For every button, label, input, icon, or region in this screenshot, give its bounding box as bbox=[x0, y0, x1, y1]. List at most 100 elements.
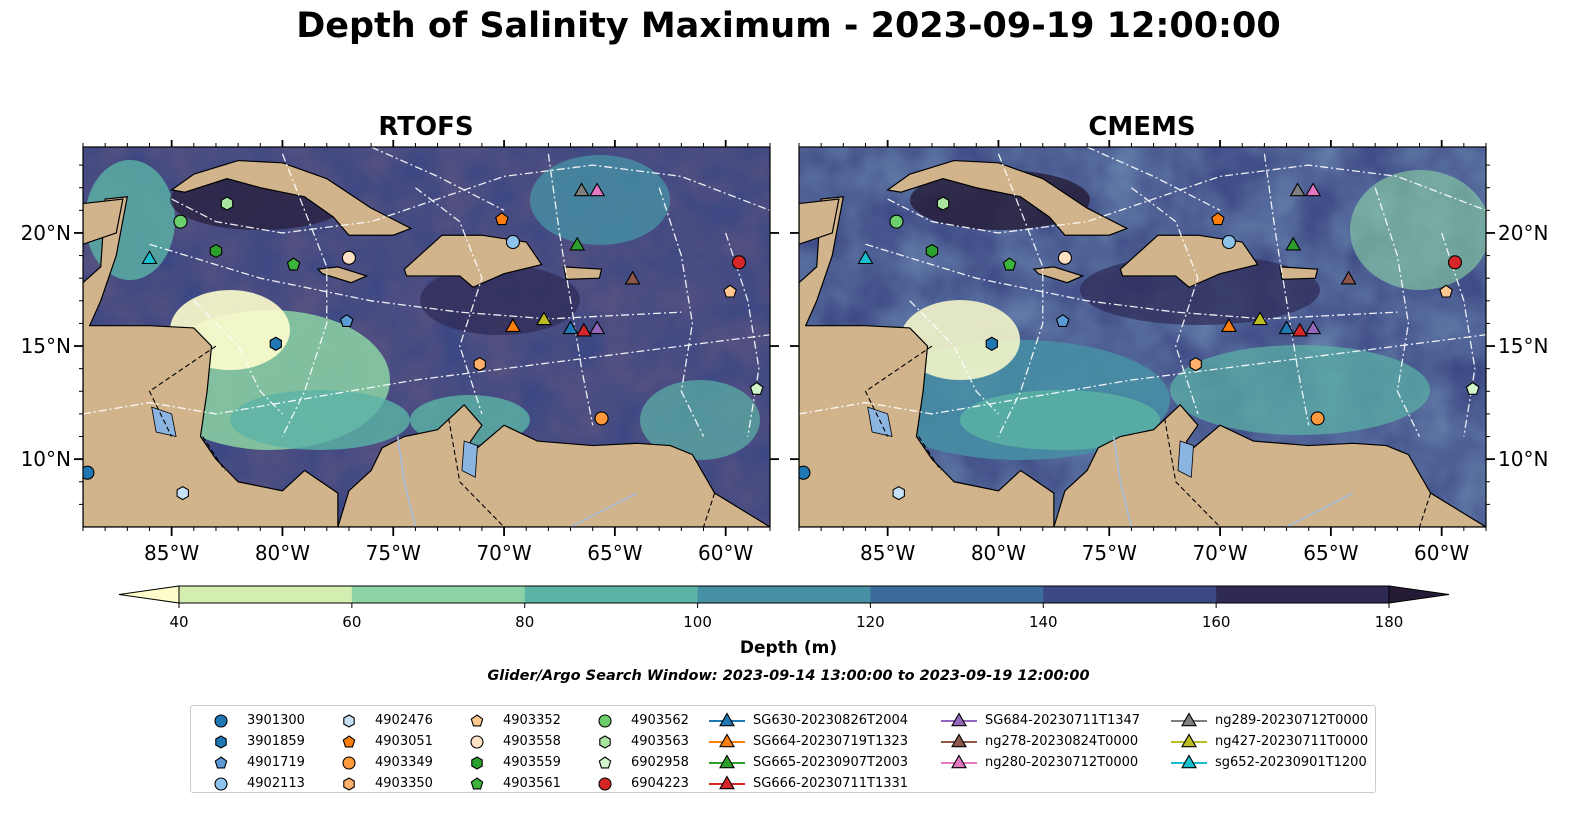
platform-markers bbox=[83, 182, 764, 501]
legend-label: 4902476 bbox=[375, 713, 433, 728]
platform-marker bbox=[799, 465, 811, 480]
platform-marker bbox=[173, 214, 188, 229]
map-cmems bbox=[799, 147, 1486, 527]
legend-marker-triangle-icon bbox=[1171, 712, 1207, 727]
legend-marker-hexagon-icon bbox=[215, 735, 227, 749]
land bbox=[799, 159, 1486, 527]
platform-marker bbox=[925, 243, 939, 259]
platform-marker bbox=[1211, 212, 1225, 226]
legend-marker-triangle-icon bbox=[1171, 754, 1207, 769]
shallow-zones bbox=[870, 170, 1486, 460]
lon-tick-label: 85°W bbox=[144, 541, 199, 565]
platform-marker bbox=[936, 196, 950, 211]
platform-marker bbox=[1305, 182, 1322, 197]
colorbar-tick-label: 40 bbox=[169, 613, 188, 631]
platform-marker bbox=[473, 356, 486, 372]
platform-marker bbox=[495, 212, 509, 226]
axis-ticks: 85°W 80°W 75°W 70°W 65°W 60°W 20°N 15°N 10°N 85°W… bbox=[21, 140, 1548, 565]
lon-tick-label: 70°W bbox=[476, 541, 531, 565]
legend-marker-triangle-icon bbox=[941, 712, 977, 727]
legend-label: 4903558 bbox=[503, 734, 561, 749]
platform-marker bbox=[892, 485, 905, 501]
lon-tick-label: 75°W bbox=[366, 541, 421, 565]
legend-label: 3901300 bbox=[247, 713, 305, 728]
colorbar-bin bbox=[351, 586, 526, 603]
platform-marker bbox=[1439, 284, 1453, 298]
legend-label: SG684-20230711T1347 bbox=[985, 713, 1141, 728]
platform-marker bbox=[1002, 257, 1017, 271]
platform-marker bbox=[573, 182, 590, 197]
lat-tick-label: 10°N bbox=[1498, 447, 1548, 471]
legend-marker-circle-icon bbox=[342, 756, 356, 770]
legend-marker-pentagon-icon bbox=[214, 756, 228, 769]
legend-marker-circle-icon bbox=[214, 714, 228, 728]
legend-label: 6904223 bbox=[631, 776, 689, 791]
platform-marker bbox=[1310, 411, 1325, 426]
legend-label: ng280-20230712T0000 bbox=[985, 755, 1139, 770]
platform-marker bbox=[505, 234, 520, 250]
platform-marker bbox=[341, 250, 356, 265]
lon-tick-label: 65°W bbox=[1303, 541, 1358, 565]
legend-label: 4902113 bbox=[247, 776, 305, 791]
platform-marker bbox=[985, 336, 998, 351]
platform-marker bbox=[575, 322, 592, 337]
colorbar-tick-label: 80 bbox=[515, 613, 534, 631]
legend-label: 4903352 bbox=[503, 713, 561, 728]
lon-tick-label: 80°W bbox=[255, 541, 310, 565]
platform-marker bbox=[857, 250, 874, 265]
colorbar-bin bbox=[179, 586, 353, 603]
platform-marker bbox=[1189, 356, 1202, 372]
platform-marker bbox=[1285, 236, 1302, 251]
colorbar-extend-high bbox=[1388, 585, 1450, 604]
platform-marker bbox=[1289, 182, 1306, 197]
land bbox=[83, 159, 770, 527]
platform-marker bbox=[731, 255, 747, 270]
legend-marker-triangle-icon bbox=[709, 733, 745, 748]
colorbar-tick-label: 100 bbox=[683, 613, 712, 631]
platform-marker bbox=[723, 284, 737, 298]
colorbar-bin bbox=[1216, 586, 1390, 603]
platform-marker bbox=[749, 381, 764, 395]
colorbar-bin bbox=[870, 586, 1044, 603]
platform-marker bbox=[1465, 381, 1480, 395]
legend-label: ng278-20230824T0000 bbox=[985, 734, 1139, 749]
lon-tick-label: 65°W bbox=[587, 541, 642, 565]
lat-tick-label: 20°N bbox=[1498, 221, 1548, 245]
platform-marker bbox=[1305, 320, 1322, 335]
legend-label: 6902958 bbox=[631, 755, 689, 770]
platform-marker bbox=[141, 250, 158, 265]
legend-marker-hexagon-icon bbox=[343, 777, 355, 791]
legend-label: SG666-20230711T1331 bbox=[753, 776, 909, 791]
platform-marker bbox=[176, 485, 189, 501]
colorbar: 40 60 80 100 120 140 160 180 bbox=[118, 585, 1450, 631]
lon-tick-label: 70°W bbox=[1192, 541, 1247, 565]
legend-label: 4903051 bbox=[375, 734, 433, 749]
platform-marker bbox=[220, 196, 234, 211]
legend-label: ng427-20230711T0000 bbox=[1215, 734, 1369, 749]
legend-label: SG665-20230907T2003 bbox=[753, 755, 909, 770]
figure-title: Depth of Salinity Maximum - 2023-09-19 1… bbox=[296, 6, 1281, 46]
lat-tick-label: 10°N bbox=[21, 447, 71, 471]
platform-marker bbox=[624, 270, 641, 285]
legend-label: 4903350 bbox=[375, 776, 433, 791]
search-window-text: Glider/Argo Search Window: 2023-09-14 13… bbox=[487, 668, 1090, 684]
platform-marker bbox=[569, 236, 586, 251]
platform-marker bbox=[504, 318, 521, 332]
colorbar-extend-low bbox=[118, 585, 180, 604]
platform-marker bbox=[889, 214, 904, 229]
platform-marker bbox=[1447, 255, 1463, 270]
platform-marker bbox=[562, 320, 579, 335]
legend-marker-hexagon-icon bbox=[599, 735, 611, 749]
colorbar-tick-label: 160 bbox=[1202, 613, 1231, 631]
panel-title-rtofs: RTOFS bbox=[378, 112, 474, 142]
platform-marker bbox=[1220, 318, 1237, 332]
platform-marker bbox=[1057, 250, 1072, 265]
legend-marker-hexagon-icon bbox=[343, 714, 355, 728]
colorbar-bin bbox=[524, 586, 699, 603]
platform-marker bbox=[594, 411, 609, 426]
platform-marker bbox=[1340, 270, 1357, 285]
legend-label: 4903559 bbox=[503, 755, 561, 770]
legend-label: sg652-20230901T1200 bbox=[1215, 755, 1367, 770]
lon-tick-label: 60°W bbox=[698, 541, 753, 565]
colorbar-tick-label: 180 bbox=[1375, 613, 1404, 631]
